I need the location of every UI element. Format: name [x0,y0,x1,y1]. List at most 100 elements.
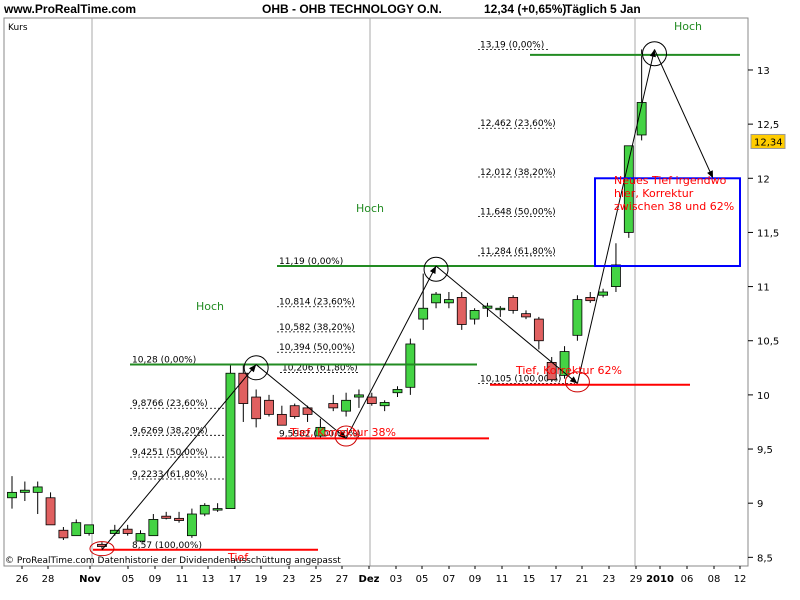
x-tick-label: 23 [603,574,616,585]
y-axis: 8,5 9 9,5 10 10,5 11 11,5 12 12,5 13 12,34 [747,18,786,566]
last-price-label: 12,34 [754,137,783,148]
trend-line [576,49,655,384]
x-tick-label: Nov [79,574,101,585]
fib-level-label: 9,6269 (38,20%) [132,426,208,436]
fib-level-label: 8,57 (100,00%) [132,541,202,551]
candle-down [508,297,519,311]
x-tick-label: Dez [359,574,380,585]
y-tick-label: 12,5 [757,120,779,131]
candle-up [186,513,197,537]
x-tick-label: 25 [310,574,323,585]
candle-up [443,299,454,304]
fib-level-label: 11,648 (50,00%) [480,207,556,217]
trend-lines: Hoch Hoch Hoch Tief Tief, Korrektur 38% Tief,… [89,20,741,564]
x-tick-label: 09 [149,574,162,585]
fib-level-label: 13,19 (0,00%) [480,40,544,50]
fib-level-label: 10,394 (50,00%) [279,343,355,353]
annotation-box-line2: hier, Korrektur [614,187,694,200]
x-tick-label: 26 [16,574,29,585]
x-tick-label: 08 [708,574,721,585]
x-tick-label: 23 [283,574,296,585]
x-tick-label: 11 [496,574,509,585]
x-tick-label: 05 [416,574,429,585]
x-tick-label: 19 [255,574,268,585]
trend-arrowhead [249,364,257,373]
candle-down [45,497,56,526]
x-tick-label: 15 [523,574,536,585]
trend-line [345,265,437,439]
x-tick-label: 29 [630,574,643,585]
last-price-badge [750,133,786,149]
target-zone-box [594,177,741,268]
trend-arrowhead [338,431,347,439]
candle-up [418,307,429,320]
candle-down [289,405,300,417]
candle-up [84,524,94,534]
y-tick-label: 11 [757,283,770,294]
candle-up [469,310,480,320]
period: Täglich [565,2,608,16]
candle-up [379,402,390,407]
candle-down [161,515,172,519]
candle-up [32,486,43,493]
annotation-box-line3: zwischen 38 und 62% [614,200,734,213]
candle-up [199,504,210,515]
candle-down [174,517,184,521]
grid [91,18,636,566]
instrument-name: OHB - OHB TECHNOLOGY O.N. [262,2,442,16]
x-tick-label: 13 [202,574,215,585]
candle-up [135,533,146,542]
y-tick-label: 9 [757,499,763,510]
candle-down [97,543,107,547]
fib-level-label: 11,19 (0,00%) [279,257,343,267]
pivot-circle [564,371,590,393]
candle-up [109,529,120,534]
annotation-tief-korrektur-62: Tief, Korrektur 62% [515,364,622,377]
candle-down [328,403,339,409]
x-axis: 26 28 Nov 05 09 11 13 17 19 23 25 27 Dez 03 05 07 09 11 15… [4,565,748,585]
pivot-circle [423,256,449,282]
candle-up [572,299,583,336]
candle-up [148,519,159,537]
candle-up [315,426,326,437]
candle-down [122,528,133,534]
fib-level-label: 10,28 (0,00%) [132,356,196,366]
x-tick-label: 28 [42,574,55,585]
y-tick-label: 9,5 [757,445,773,456]
candle-down [58,529,69,539]
candle-up [341,399,352,412]
y-tick-label: 10 [757,391,770,402]
fib-level-label: 9,2233 (61,80%) [132,470,208,480]
x-tick-label: 05 [122,574,135,585]
fib-level-label: 10,814 (23,60%) [279,298,355,308]
trend-line [654,49,714,179]
x-tick-label: 07 [443,574,456,585]
candle-up [495,307,506,311]
x-tick-label: 27 [336,574,349,585]
fib-level-label: 10,582 (38,20%) [279,323,355,333]
panel-label: Kurs [8,23,28,33]
annotation-hoch: Hoch [674,20,702,33]
site-name: www.ProRealTime.com [4,2,137,16]
pivot-circle [243,355,269,381]
price-change: 12,34 (+0,65%) [484,2,567,16]
candle-down [456,297,467,325]
fib-level-label: 12,462 (23,60%) [480,119,556,129]
chart-date: 5 Jan [610,2,641,16]
x-tick-label: 03 [390,574,403,585]
pivot-circle [334,425,358,447]
fib-level-label: 10,105 (100,00%) [480,375,561,385]
title-bar: www.ProRealTime.com OHB - OHB TECHNOLOGY… [0,0,800,18]
candle-up [225,372,236,510]
candle-down [251,396,262,420]
fib-level-label: 9,4251 (50,00%) [132,448,208,458]
candle-up [431,293,441,304]
plot-frame [3,17,749,567]
x-tick-label: 17 [550,574,563,585]
annotation-tief-korrektur-38: Tief, Korrektur 38% [289,426,396,439]
candle-up [559,351,570,376]
candle-down [585,297,596,302]
annotation-hoch: Hoch [196,300,224,313]
x-tick-label: 2010 [646,574,674,585]
